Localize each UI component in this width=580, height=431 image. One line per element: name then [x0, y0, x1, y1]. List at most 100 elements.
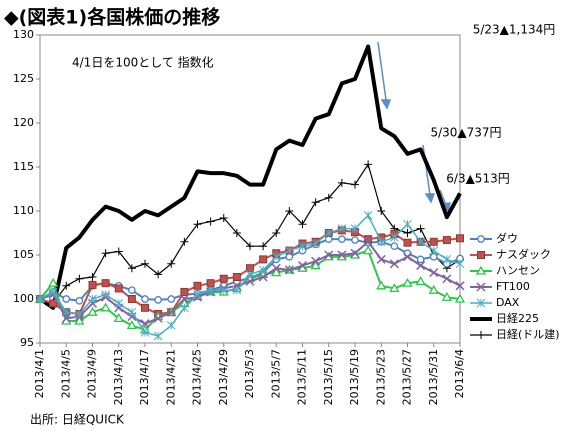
data-point	[127, 312, 137, 322]
x-tick-label: 2013/5/11	[296, 349, 309, 405]
data-point	[454, 293, 466, 303]
x-tick-label: 2013/5/3	[243, 349, 256, 398]
data-point	[88, 294, 97, 304]
data-point	[101, 290, 110, 299]
data-point	[351, 236, 359, 244]
data-point	[114, 284, 123, 293]
data-point	[455, 281, 465, 291]
data-point	[232, 281, 242, 291]
data-point	[403, 219, 412, 229]
data-point	[272, 229, 281, 237]
x-tick-label: 2013/5/23	[374, 349, 387, 405]
data-point	[377, 207, 386, 215]
y-tick-label: 95	[20, 336, 34, 349]
x-tick-label: 2013/6/4	[453, 349, 466, 398]
data-point	[193, 290, 202, 299]
data-point	[179, 294, 189, 304]
data-point	[88, 273, 97, 281]
data-point	[324, 228, 334, 238]
data-point	[429, 237, 438, 246]
data-point	[206, 217, 215, 226]
data-point	[441, 291, 452, 301]
data-point	[298, 241, 307, 251]
y-tick-label: 110	[13, 204, 34, 217]
data-point	[284, 265, 294, 275]
data-point	[297, 261, 308, 271]
data-point	[363, 237, 373, 247]
y-tick-label: 105	[13, 248, 34, 261]
legend-marker	[476, 282, 486, 292]
data-point	[87, 306, 98, 316]
data-point	[390, 233, 399, 242]
data-point	[311, 256, 321, 266]
y-tick-label: 130	[13, 28, 34, 41]
data-point	[113, 313, 124, 323]
data-point	[140, 328, 150, 337]
data-point	[310, 260, 321, 270]
data-point	[403, 238, 412, 247]
data-point	[48, 287, 58, 297]
data-point	[350, 224, 360, 233]
data-point	[166, 307, 176, 317]
data-point	[180, 237, 189, 246]
data-point	[442, 274, 452, 284]
data-point	[180, 303, 189, 313]
x-tick-label: 2013/5/27	[401, 349, 414, 405]
x-tick-label: 2013/4/9	[86, 349, 99, 398]
x-tick-label: 2013/5/31	[427, 349, 440, 405]
data-point	[271, 263, 281, 273]
annotation: 6/3▲513円	[446, 172, 509, 186]
data-point	[193, 281, 202, 290]
x-tick-label: 2013/5/19	[348, 349, 361, 405]
data-point	[416, 224, 425, 233]
data-point	[403, 229, 412, 237]
source: 出所: 日経QUICK	[30, 413, 125, 427]
data-point	[259, 255, 268, 264]
data-point	[167, 259, 176, 268]
y-tick-label: 120	[13, 116, 34, 129]
data-point	[416, 255, 425, 264]
data-point	[271, 267, 282, 277]
data-point	[127, 295, 136, 303]
data-point	[219, 214, 228, 223]
data-point	[62, 295, 71, 303]
data-point	[61, 313, 71, 323]
data-point	[114, 247, 123, 256]
data-point	[258, 272, 268, 282]
chart-title: ◆(図表1)各国株価の推移	[4, 6, 220, 29]
data-point	[127, 264, 136, 273]
data-point	[363, 211, 373, 220]
data-point	[376, 237, 386, 247]
x-tick-label: 2013/4/13	[112, 349, 125, 405]
data-point	[61, 307, 71, 317]
data-point	[363, 245, 374, 255]
data-point	[206, 285, 215, 295]
data-point	[245, 270, 255, 279]
data-point	[232, 229, 241, 237]
data-point	[126, 320, 137, 330]
data-point	[219, 285, 229, 295]
data-point	[311, 198, 320, 207]
data-point	[153, 331, 163, 341]
data-point	[100, 302, 111, 312]
data-point	[48, 277, 59, 287]
legend-marker	[477, 235, 485, 243]
series-line	[38, 44, 462, 310]
y-tick-label: 100	[13, 292, 34, 305]
data-point	[324, 250, 334, 260]
data-point	[180, 287, 189, 296]
data-point	[49, 299, 58, 308]
data-point	[154, 270, 163, 279]
subtitle: 4/1日を100として 指数化	[72, 55, 214, 70]
data-point	[350, 248, 360, 258]
data-point	[416, 237, 425, 247]
data-point	[75, 296, 84, 305]
legend-label: ハンセン	[496, 264, 540, 277]
data-point	[101, 279, 110, 288]
data-point	[88, 280, 97, 289]
data-point	[285, 246, 294, 255]
y-tick-label: 115	[13, 160, 34, 173]
data-point	[87, 298, 98, 308]
data-point	[389, 259, 399, 269]
data-point	[324, 193, 333, 202]
